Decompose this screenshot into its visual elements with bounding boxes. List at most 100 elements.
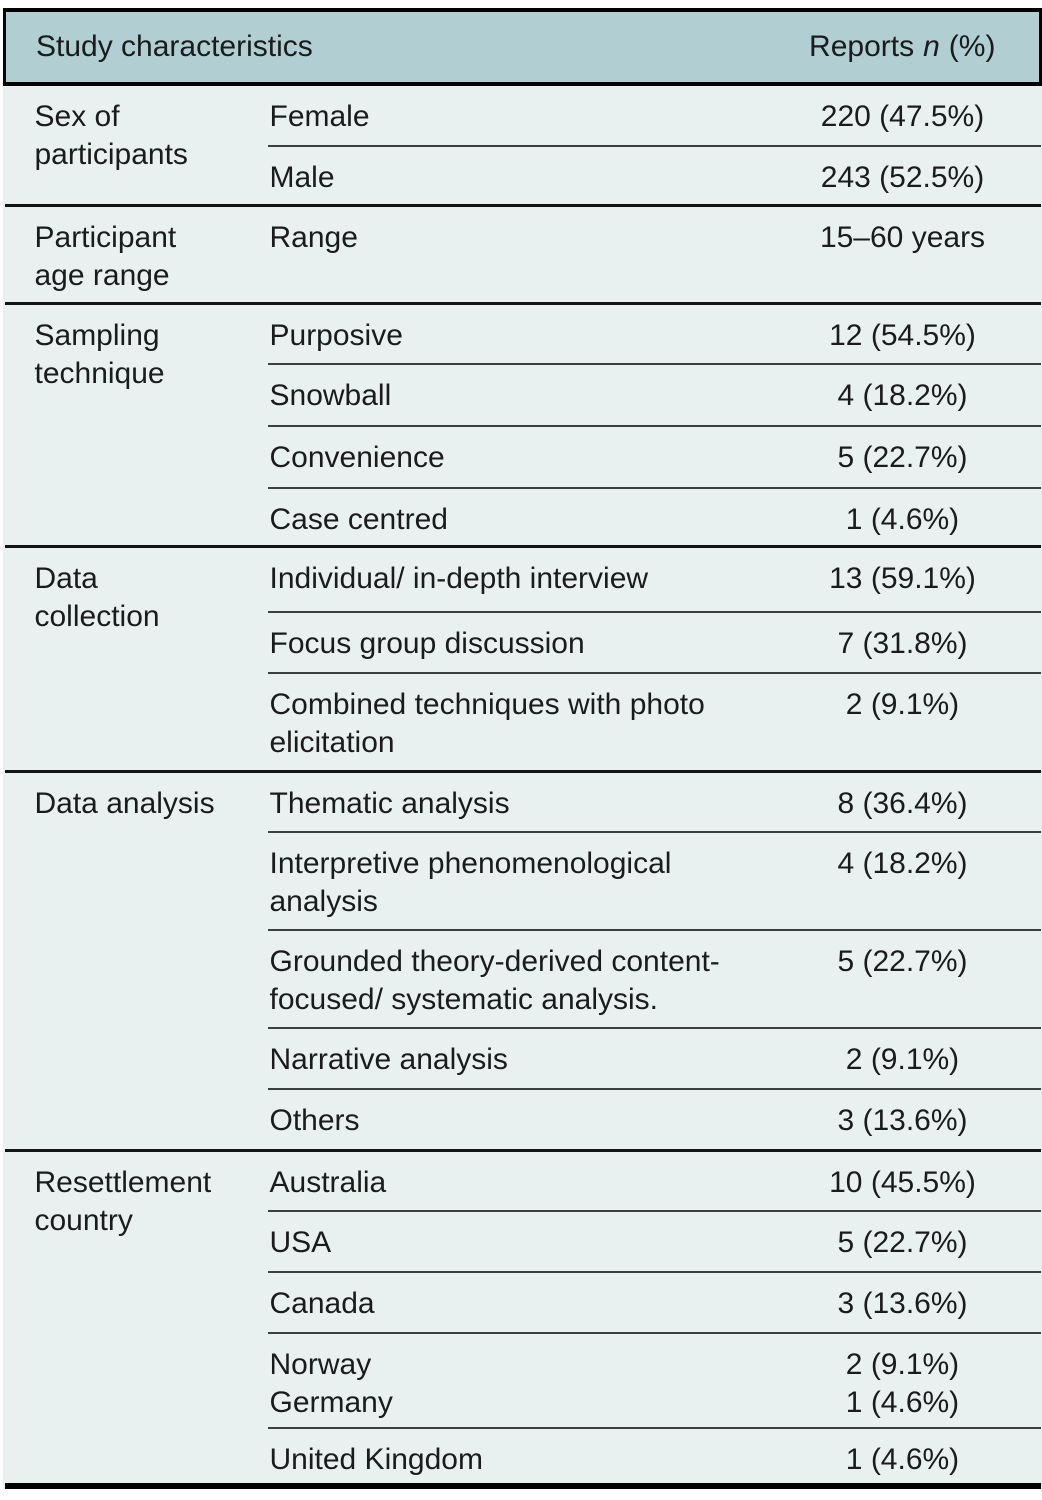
header-title: Study characteristics [36, 30, 313, 63]
category-cell: Data analysis [4, 769, 268, 1150]
value-line: 5 (22.7%) [837, 945, 968, 978]
label-line: United Kingdom [269, 1443, 483, 1476]
label-line: Narrative analysis [269, 1043, 508, 1076]
value-line: 5 (22.7%) [837, 1226, 968, 1259]
row-value: 4 (18.2%) [799, 831, 1041, 930]
table-row: USA 5 (22.7%) [5, 1210, 1041, 1272]
value-line: 8 (36.4%) [837, 786, 968, 820]
label-line: Case centred [269, 503, 448, 536]
row-label: Canada [267, 1271, 800, 1333]
label-line: Focus group discussion [269, 627, 585, 660]
row-value: 220 (47.5%) [800, 84, 1041, 146]
category-line: Resettlement [34, 1165, 212, 1199]
row-value: 5 (22.7%) [799, 1210, 1041, 1272]
value-line: 5 (22.7%) [837, 441, 968, 474]
value-line: 1 (4.6%) [845, 1386, 960, 1419]
header-study-characteristics: Study characteristics [3, 8, 800, 86]
row-value: 8 (36.4%) [799, 769, 1041, 832]
row-label: Grounded theory-derived content- focused… [267, 929, 800, 1028]
table-row: Interpretive phenomenological analysis 4… [5, 831, 1041, 930]
category-line: collection [34, 599, 160, 633]
value-line: 1 (4.6%) [845, 1443, 960, 1476]
label-line: Thematic analysis [269, 786, 510, 820]
value-line: 12 (54.5%) [829, 318, 976, 352]
label-line: Range [269, 220, 358, 254]
category-line: age range [34, 258, 170, 292]
study-characteristics-table: Study characteristics Reports n (%) Sex of… [3, 8, 1042, 1489]
row-label: Range [267, 203, 800, 303]
category-line: Data [34, 561, 98, 595]
row-value: 3 (13.6%) [799, 1088, 1041, 1150]
table-header: Study characteristics Reports n (%) [3, 8, 1042, 86]
label-line: Individual/ in-depth interview [269, 561, 649, 595]
label-line: Convenience [269, 441, 445, 474]
label-line: Norway [269, 1348, 372, 1381]
table-row: Norway Germany 2 (9.1%) 1 (4.6%) [5, 1332, 1041, 1428]
table-row: Grounded theory-derived content- focused… [5, 929, 1041, 1028]
header-reports-n: n [923, 30, 940, 63]
header-row: Study characteristics Reports n (%) [3, 8, 1042, 86]
table-row: Data analysis Thematic analysis 8 (36.4%… [4, 769, 1041, 1150]
row-value: 12 (54.5%) [799, 301, 1041, 364]
row-value: 10 (45.5%) [799, 1148, 1041, 1211]
table-row: Canada 3 (13.6%) [5, 1271, 1041, 1333]
table-row: Focus group discussion 7 (31.8%) [5, 611, 1041, 673]
table-row: Sampling technique Purposive 12 (54.5%) [4, 301, 1041, 546]
category-line: Sampling [34, 318, 160, 352]
category-line: Participant [34, 220, 177, 254]
row-value: 1 (4.6%) [799, 1427, 1041, 1486]
row-label: Individual/ in-depth interview [267, 544, 800, 612]
table-body: Sex of participants Female 220 (47.5%) M… [4, 84, 1041, 1486]
header-reports-suffix: (%) [948, 30, 996, 63]
row-label: Purposive [267, 301, 800, 364]
row-value: 5 (22.7%) [799, 425, 1041, 488]
value-line: 3 (13.6%) [837, 1287, 968, 1320]
row-value: 4 (18.2%) [799, 363, 1041, 426]
table-row: Convenience 5 (22.7%) [5, 425, 1041, 488]
label-line: Interpretive phenomenological [269, 847, 672, 880]
table-row: Combined techniques with photo elicitati… [5, 672, 1041, 771]
label-line: Australia [269, 1165, 387, 1199]
value-line: 2 (9.1%) [845, 1348, 960, 1381]
row-label: Others [267, 1088, 800, 1150]
category-line: country [34, 1203, 133, 1237]
value-line: 13 (59.1%) [829, 561, 976, 595]
category-line: Data analysis [34, 786, 215, 820]
header-reports-prefix: Reports [809, 30, 915, 63]
label-line: Others [269, 1104, 360, 1137]
label-line: Female [269, 100, 370, 133]
category-cell: Resettlement country [4, 1148, 268, 1486]
row-label: Case centred [267, 487, 800, 546]
row-label: Focus group discussion [267, 611, 800, 673]
table-row: Resettlement country Australia 10 (45.5%… [4, 1148, 1041, 1486]
row-value: 15–60 years [799, 203, 1041, 303]
table-row: Case centred 1 (4.6%) [5, 487, 1041, 546]
value-line: 3 (13.6%) [837, 1104, 968, 1137]
row-label: Norway Germany [267, 1332, 800, 1428]
row-value: 1 (4.6%) [799, 487, 1041, 546]
label-line: Purposive [269, 318, 403, 352]
value-line: 220 (47.5%) [820, 100, 985, 133]
row-label: Convenience [267, 425, 800, 488]
label-line: Combined techniques with photo [269, 688, 705, 721]
value-line: 10 (45.5%) [829, 1165, 976, 1199]
table-row: Sex of participants Female 220 (47.5%) [5, 84, 1041, 171]
value-line: 243 (52.5%) [820, 161, 985, 194]
row-label: Male [267, 145, 800, 205]
row-value: 7 (31.8%) [799, 611, 1041, 673]
category-line: participants [34, 138, 188, 171]
label-line: Grounded theory-derived content- [269, 945, 720, 978]
table-row: Participant age range Range 15–60 years [4, 203, 1041, 303]
label-line: Male [269, 161, 335, 194]
table-row: Narrative analysis 2 (9.1%) [5, 1027, 1041, 1089]
category-line: Sex of [34, 100, 120, 133]
row-label: Thematic analysis [267, 769, 800, 832]
row-label: Snowball [267, 363, 800, 426]
label-line: Snowball [269, 379, 392, 412]
category-cell: Sampling technique [4, 301, 268, 546]
label-line: Canada [269, 1287, 375, 1320]
label-line: elicitation [269, 726, 395, 759]
category-cell: Sex of participants [5, 84, 268, 205]
row-label: Female [268, 84, 800, 146]
row-value: 5 (22.7%) [799, 929, 1041, 1028]
